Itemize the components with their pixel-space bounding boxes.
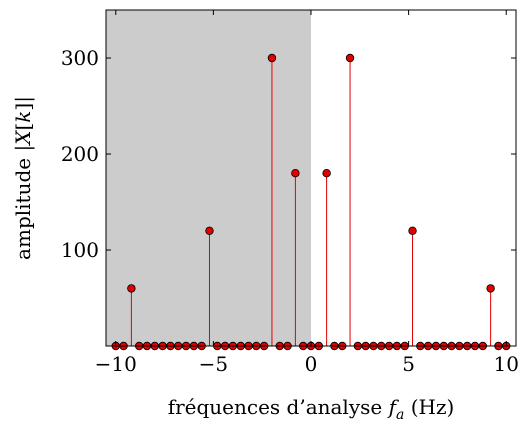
ticks-group <box>106 10 516 346</box>
y-tick-label: 200 <box>61 142 99 166</box>
data-point <box>486 284 495 293</box>
x-axis-label: fréquences d’analyse fa (Hz) <box>168 395 455 422</box>
y-tick-label: 100 <box>61 238 99 262</box>
data-point <box>345 53 355 63</box>
x-tick-label: −5 <box>199 352 228 376</box>
data-point <box>267 53 277 63</box>
x-tick-label: −10 <box>95 352 137 376</box>
data-point <box>205 226 214 235</box>
tick-labels-group: −10 −5 0 5 10 100 200 300 <box>61 46 519 376</box>
data-point <box>408 226 417 235</box>
stems-group <box>130 58 492 346</box>
y-tick-label: 300 <box>61 46 99 70</box>
x-tick-label: 0 <box>305 352 318 376</box>
x-tick-label: 10 <box>494 352 519 376</box>
negative-frequency-shading <box>106 10 311 346</box>
y-axis-label: amplitude |X[k]| <box>11 96 36 260</box>
data-point <box>322 168 331 178</box>
data-point <box>127 284 136 293</box>
data-point <box>291 168 300 178</box>
x-tick-label: 5 <box>402 352 415 376</box>
